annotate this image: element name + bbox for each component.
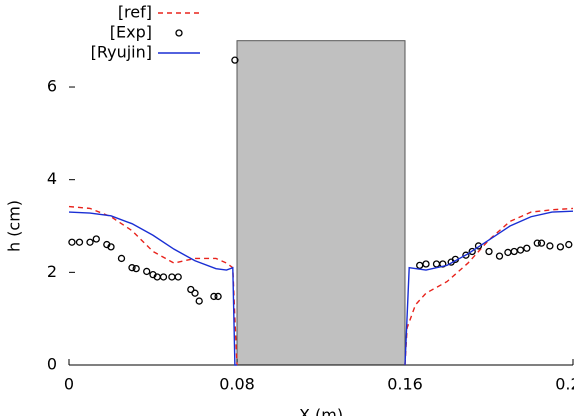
y-tick-label: 0 bbox=[47, 355, 57, 374]
y-tick-label: 2 bbox=[47, 262, 57, 281]
data-point bbox=[462, 251, 470, 259]
y-axis-label: h (cm) bbox=[5, 200, 24, 252]
data-point bbox=[214, 292, 222, 301]
legend-marker bbox=[175, 29, 183, 37]
data-point bbox=[516, 246, 525, 254]
data-point bbox=[510, 247, 518, 256]
data-point bbox=[537, 239, 546, 247]
x-axis-label: X (m) bbox=[299, 406, 343, 416]
data-point bbox=[523, 244, 531, 252]
x-tick-label: 0.08 bbox=[219, 375, 255, 394]
data-point bbox=[143, 267, 151, 276]
data-point bbox=[504, 248, 512, 257]
data-point bbox=[556, 243, 565, 251]
data-point bbox=[191, 289, 199, 297]
legend-label: [Exp] bbox=[110, 23, 152, 42]
data-point bbox=[422, 260, 430, 268]
data-point bbox=[565, 240, 573, 249]
data-point bbox=[107, 243, 115, 251]
legend-label: [ref] bbox=[118, 3, 152, 22]
data-point bbox=[474, 242, 483, 250]
legend-label: [Ryujin] bbox=[91, 43, 152, 62]
data-point bbox=[92, 235, 100, 243]
data-point bbox=[75, 238, 84, 246]
data-point bbox=[128, 264, 136, 272]
x-tick-label: 0.24 bbox=[555, 375, 574, 394]
data-point bbox=[159, 273, 168, 281]
data-point bbox=[533, 239, 541, 247]
data-line bbox=[404, 210, 574, 366]
data-point bbox=[195, 297, 203, 305]
data-point bbox=[68, 238, 76, 246]
data-point bbox=[210, 292, 218, 301]
data-point bbox=[86, 238, 94, 246]
data-line bbox=[68, 205, 238, 366]
data-point bbox=[174, 273, 182, 281]
data-line bbox=[68, 211, 237, 366]
data-point bbox=[168, 273, 176, 281]
data-line bbox=[404, 207, 574, 366]
data-point bbox=[416, 261, 424, 270]
x-tick-label: 0 bbox=[64, 375, 74, 394]
data-point bbox=[495, 252, 504, 260]
y-tick-label: 6 bbox=[47, 77, 57, 96]
data-point bbox=[187, 285, 195, 294]
data-point bbox=[468, 247, 476, 256]
data-point bbox=[432, 260, 441, 268]
y-tick-label: 4 bbox=[47, 169, 57, 188]
x-tick-label: 0.16 bbox=[387, 375, 423, 394]
data-point bbox=[231, 56, 239, 64]
data-point bbox=[485, 247, 493, 256]
data-point bbox=[546, 242, 554, 250]
obstacle bbox=[236, 40, 406, 366]
data-point bbox=[117, 254, 126, 263]
data-point bbox=[132, 264, 140, 273]
